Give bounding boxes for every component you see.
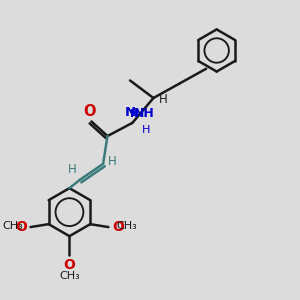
Text: N: N	[124, 106, 136, 119]
Text: H: H	[130, 110, 139, 119]
Text: CH₃: CH₃	[116, 220, 137, 231]
Text: O: O	[112, 220, 124, 234]
Text: O: O	[15, 220, 27, 234]
Text: H: H	[159, 93, 167, 106]
Text: H: H	[142, 125, 150, 135]
Text: O: O	[64, 257, 75, 272]
Text: NH: NH	[134, 107, 154, 120]
Text: H: H	[68, 164, 77, 176]
Text: CH₃: CH₃	[2, 220, 23, 231]
Text: H: H	[108, 155, 116, 168]
Text: CH₃: CH₃	[59, 271, 80, 281]
Text: O: O	[84, 104, 96, 119]
